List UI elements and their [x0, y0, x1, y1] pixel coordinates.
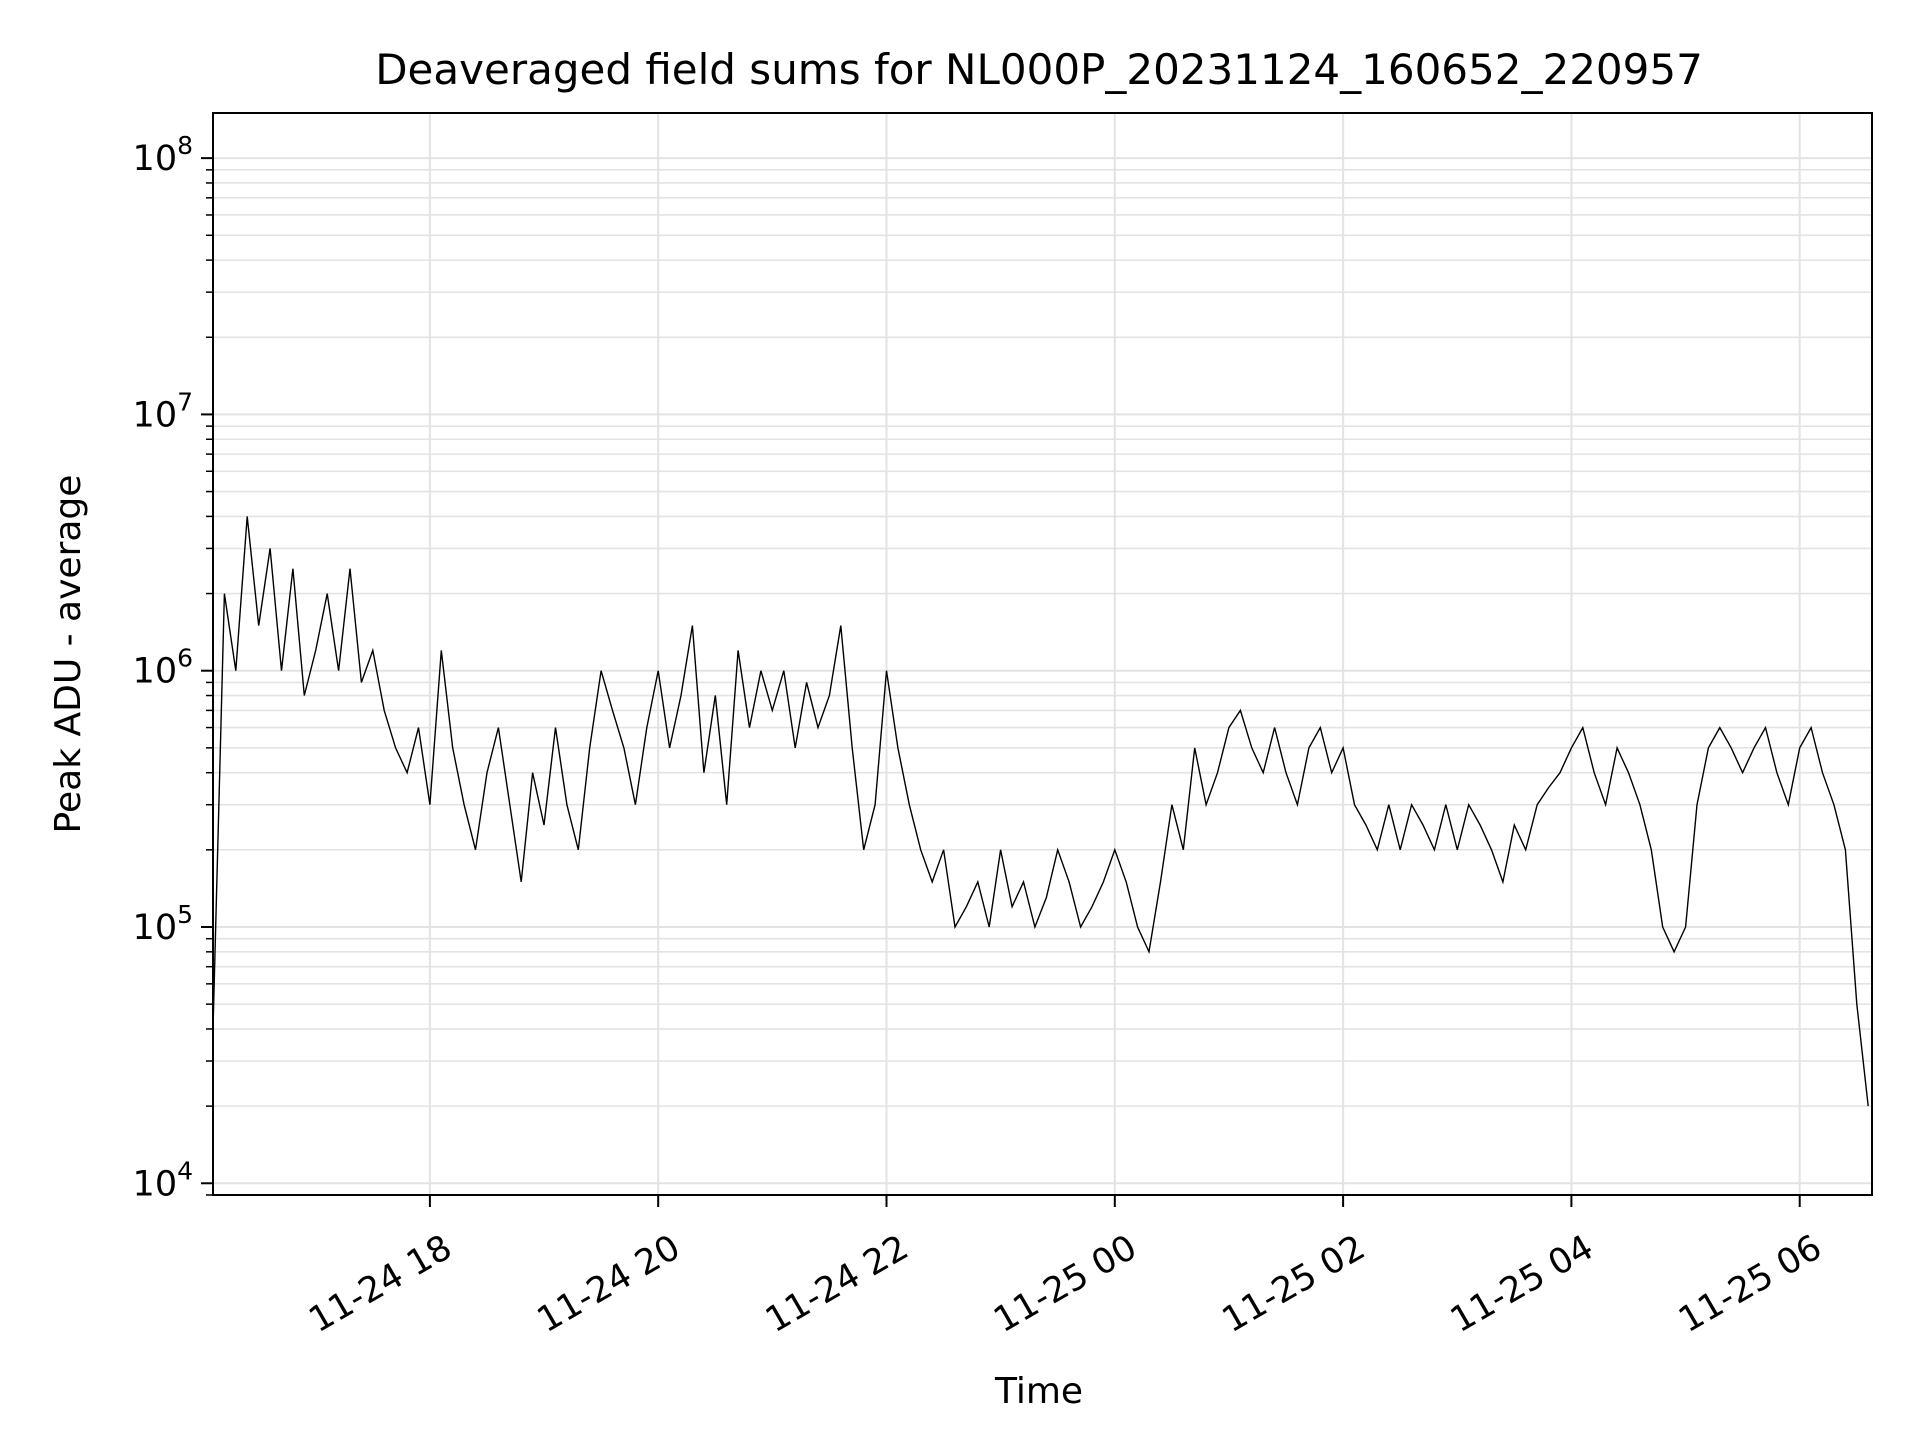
- x-tick-label: 11-24 18: [302, 1228, 458, 1341]
- x-axis-label: Time: [994, 1371, 1083, 1412]
- x-tick-label: 11-25 00: [987, 1228, 1143, 1341]
- chart-title: Deaveraged field sums for NL000P_2023112…: [375, 45, 1703, 94]
- x-tick-label: 11-24 22: [759, 1228, 915, 1341]
- x-axis: 11-24 18 11-24 20 11-24 22 11-25 00 11-25 02…: [302, 1195, 1829, 1341]
- x-tick-label: 11-24 20: [531, 1228, 687, 1341]
- y-tick-label: 107: [133, 387, 193, 435]
- y-axis: 104 105 106 107 108: [133, 131, 213, 1204]
- y-tick-label: 104: [133, 1156, 193, 1204]
- y-tick-label: 108: [133, 131, 193, 179]
- grid: [213, 113, 1872, 1196]
- x-tick-label: 11-25 06: [1672, 1228, 1828, 1341]
- series-line: [212, 516, 1869, 1107]
- y-axis-label: Peak ADU - average: [48, 475, 89, 834]
- x-tick-label: 11-25 04: [1444, 1228, 1600, 1341]
- y-tick-label: 105: [133, 900, 193, 948]
- x-tick-label: 11-25 02: [1216, 1228, 1372, 1341]
- y-tick-label: 106: [133, 644, 193, 692]
- series-layer: [212, 516, 1869, 1107]
- plot-frame: [212, 112, 1873, 1196]
